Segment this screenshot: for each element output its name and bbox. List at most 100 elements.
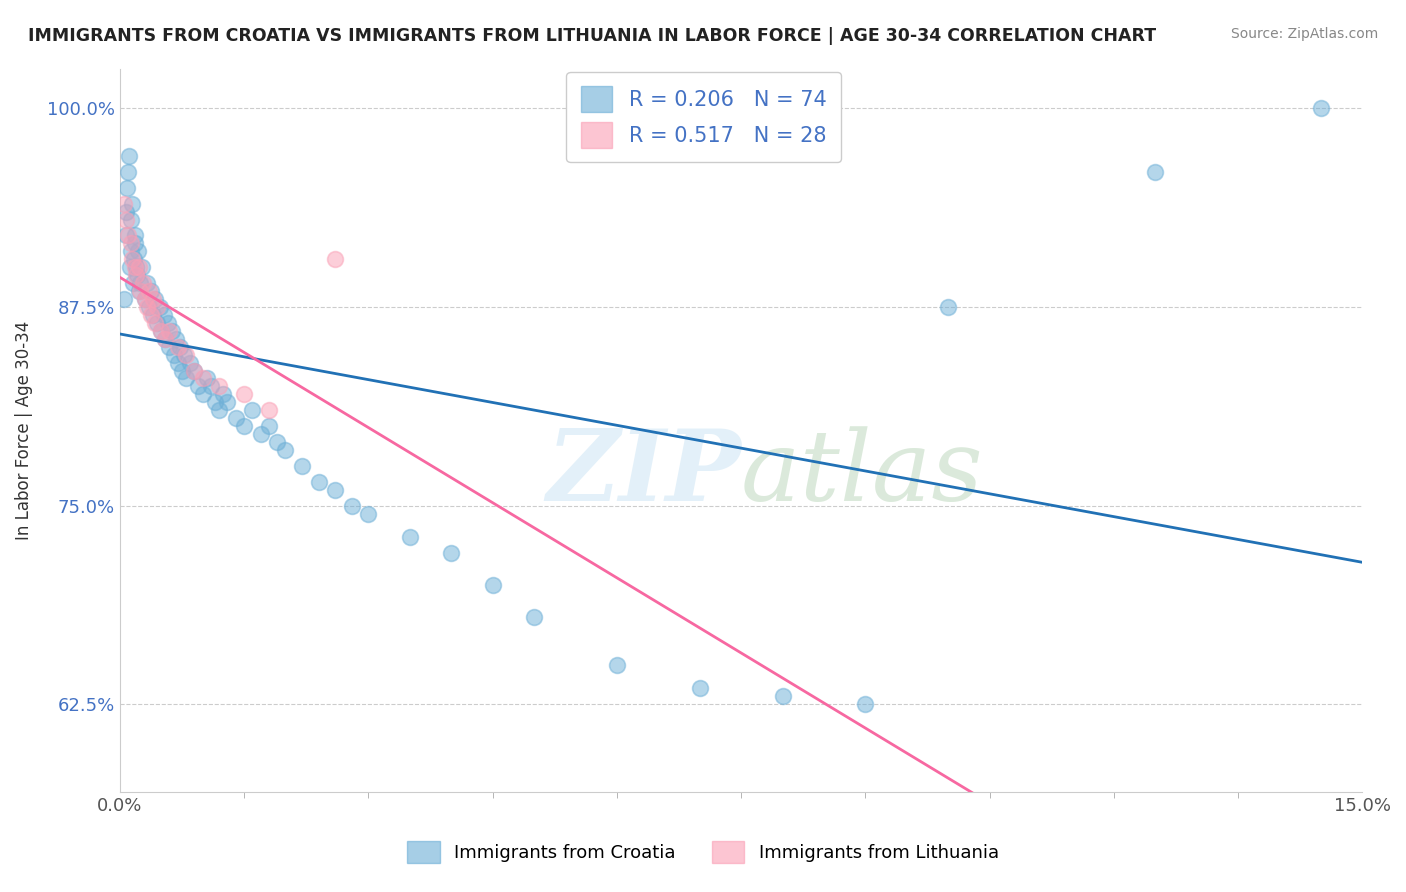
Point (114, 228, 136, 243)
Point (183, 363, 205, 377)
Point (118, 260, 141, 275)
Point (138, 300, 160, 314)
Text: ZIP: ZIP (546, 425, 741, 522)
Point (150, 324, 173, 338)
Point (115, 204, 138, 219)
Point (162, 348, 184, 362)
Point (124, 260, 146, 275)
Point (156, 316, 179, 330)
Point (134, 292, 156, 306)
Point (141, 308, 163, 322)
Point (136, 300, 159, 314)
Point (120, 212, 142, 227)
Point (208, 379, 231, 393)
Point (118, 149, 141, 163)
Point (240, 403, 263, 417)
Text: IMMIGRANTS FROM CROATIA VS IMMIGRANTS FROM LITHUANIA IN LABOR FORCE | AGE 30-34 : IMMIGRANTS FROM CROATIA VS IMMIGRANTS FR… (28, 27, 1156, 45)
Point (165, 332, 187, 346)
Point (145, 316, 167, 330)
Point (141, 284, 163, 298)
Point (155, 332, 177, 346)
Point (340, 499, 363, 513)
Point (160, 324, 183, 338)
Point (122, 276, 145, 290)
Point (204, 395, 226, 409)
Legend: Immigrants from Croatia, Immigrants from Lithuania: Immigrants from Croatia, Immigrants from… (396, 830, 1010, 874)
Point (772, 690, 794, 704)
Point (308, 475, 330, 489)
Point (136, 276, 159, 290)
Point (187, 379, 209, 393)
Point (291, 458, 314, 473)
Point (170, 363, 193, 377)
Point (125, 268, 148, 282)
Point (1144, 165, 1167, 179)
Point (195, 371, 218, 385)
Point (120, 236, 142, 251)
Point (257, 419, 280, 434)
Point (173, 348, 195, 362)
Point (159, 324, 181, 338)
Point (357, 507, 380, 521)
Point (138, 284, 160, 298)
Point (129, 284, 152, 298)
Point (124, 236, 146, 251)
Point (233, 387, 256, 401)
Point (440, 546, 463, 560)
Point (148, 300, 170, 314)
Point (606, 657, 628, 672)
Point (122, 252, 145, 267)
Point (134, 292, 156, 306)
Point (212, 387, 235, 401)
Point (112, 196, 135, 211)
Point (121, 196, 143, 211)
Point (200, 379, 222, 393)
Point (131, 260, 153, 275)
Point (1310, 101, 1333, 115)
Y-axis label: In Labor Force | Age 30-34: In Labor Force | Age 30-34 (15, 320, 32, 540)
Point (127, 244, 149, 259)
Point (143, 292, 166, 306)
Point (481, 578, 503, 592)
Point (689, 681, 711, 696)
Point (179, 355, 201, 369)
Point (127, 268, 149, 282)
Point (142, 308, 165, 322)
Point (117, 165, 139, 179)
Point (152, 308, 174, 322)
Point (132, 276, 155, 290)
Point (257, 403, 280, 417)
Point (115, 180, 138, 194)
Point (124, 228, 146, 243)
Point (142, 292, 165, 306)
Point (217, 395, 239, 409)
Point (125, 260, 148, 275)
Point (174, 348, 197, 362)
Point (266, 435, 288, 450)
Point (159, 340, 181, 354)
Point (120, 244, 142, 259)
Point (146, 316, 169, 330)
Text: atlas: atlas (741, 425, 984, 521)
Point (208, 403, 231, 417)
Point (117, 228, 139, 243)
Point (855, 698, 877, 712)
Text: Source: ZipAtlas.com: Source: ZipAtlas.com (1230, 27, 1378, 41)
Point (129, 276, 152, 290)
Point (128, 260, 150, 275)
Point (166, 340, 188, 354)
Point (150, 324, 173, 338)
Legend: R = 0.206   N = 74, R = 0.517   N = 28: R = 0.206 N = 74, R = 0.517 N = 28 (567, 71, 841, 162)
Point (115, 212, 138, 227)
Point (398, 530, 420, 544)
Point (191, 371, 214, 385)
Point (128, 284, 150, 298)
Point (155, 332, 177, 346)
Point (323, 252, 346, 267)
Point (174, 371, 197, 385)
Point (274, 442, 297, 457)
Point (183, 363, 205, 377)
Point (249, 427, 271, 442)
Point (225, 411, 247, 425)
Point (191, 387, 214, 401)
